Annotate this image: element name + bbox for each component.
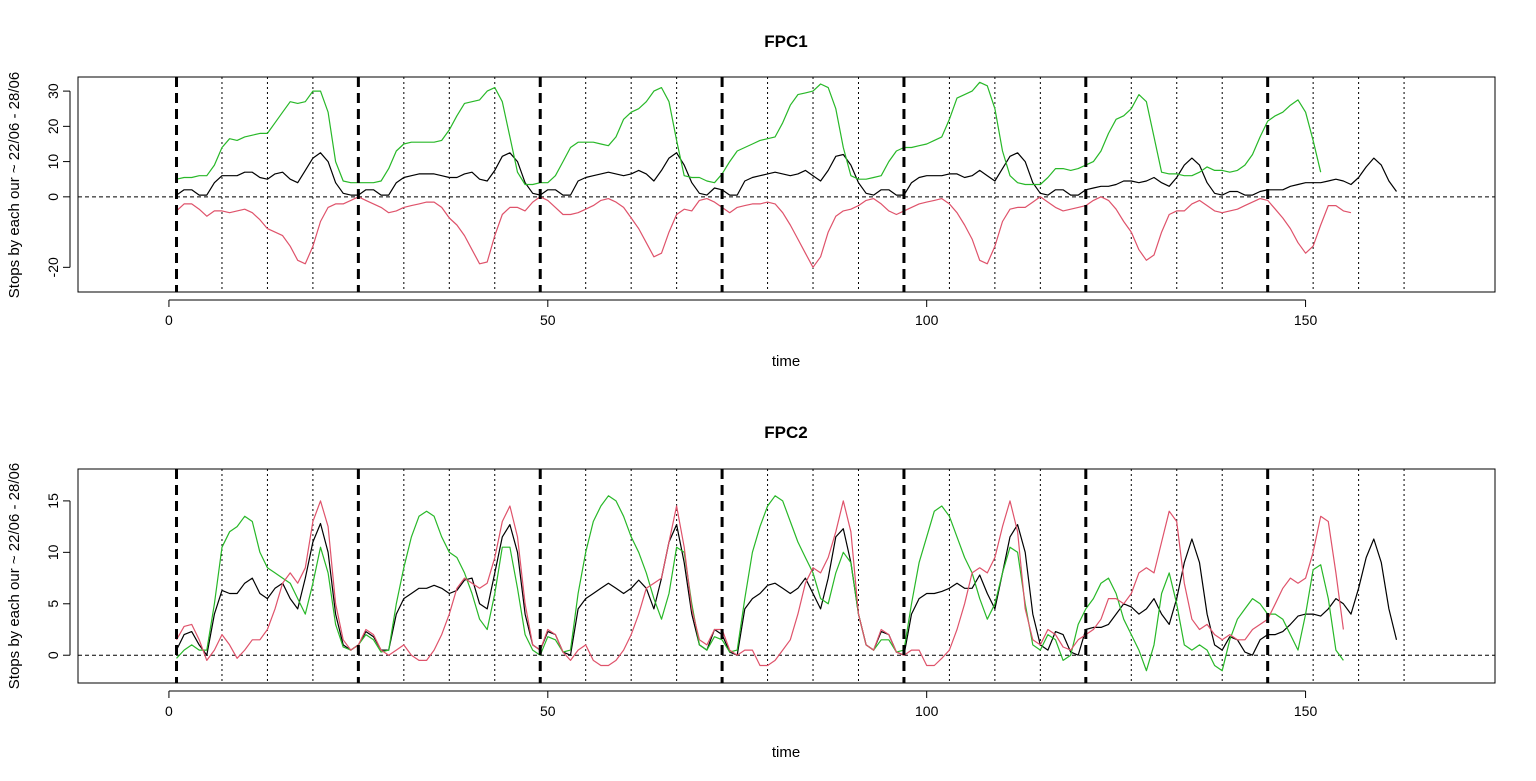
series-line-1 [176, 81, 1322, 186]
plot-frame [77, 468, 1496, 684]
x-tick-label: 50 [540, 703, 556, 719]
x-axis-label: time [772, 353, 800, 370]
series-line-0 [176, 152, 1397, 196]
fpc1-panel: FPC1 time Stops by each our ~ 22/06 - 28… [6, 32, 1496, 370]
plot-area: 0 50 100 150 0 5 10 15 [45, 468, 1496, 719]
chart-title: FPC1 [764, 32, 807, 51]
y-tick-label: 10 [45, 154, 61, 170]
y-tick-label: 0 [45, 193, 61, 201]
fpc2-panel: FPC2 time Stops by each our ~ 22/06 - 28… [6, 423, 1496, 761]
x-tick-label: 150 [1294, 312, 1318, 328]
x-tick-label: 50 [540, 312, 556, 328]
series-line-2 [176, 196, 1352, 268]
x-tick-label: 0 [165, 703, 173, 719]
x-axis-label: time [772, 744, 800, 761]
y-tick-label: 10 [45, 544, 61, 560]
x-tick-label: 100 [915, 703, 939, 719]
y-tick-label: 20 [45, 118, 61, 134]
y-tick-label: 5 [45, 600, 61, 608]
series-line-2 [175, 500, 1344, 667]
y-axis-label: Stops by each our ~ 22/06 - 28/06 [6, 72, 23, 298]
y-axis-label: Stops by each our ~ 22/06 - 28/06 [6, 463, 23, 689]
x-tick-label: 150 [1294, 703, 1318, 719]
series-line-1 [176, 495, 1344, 672]
y-tick-label: 30 [45, 83, 61, 99]
x-tick-label: 100 [915, 312, 939, 328]
x-tick-label: 0 [165, 312, 173, 328]
plot-area: 0 50 100 150 -20 0 10 20 30 [45, 76, 1496, 328]
chart-title: FPC2 [764, 423, 807, 442]
y-tick-label: 15 [45, 493, 61, 509]
plot-frame [77, 76, 1496, 293]
y-tick-label: 0 [45, 651, 61, 659]
y-tick-label: -20 [45, 257, 61, 277]
